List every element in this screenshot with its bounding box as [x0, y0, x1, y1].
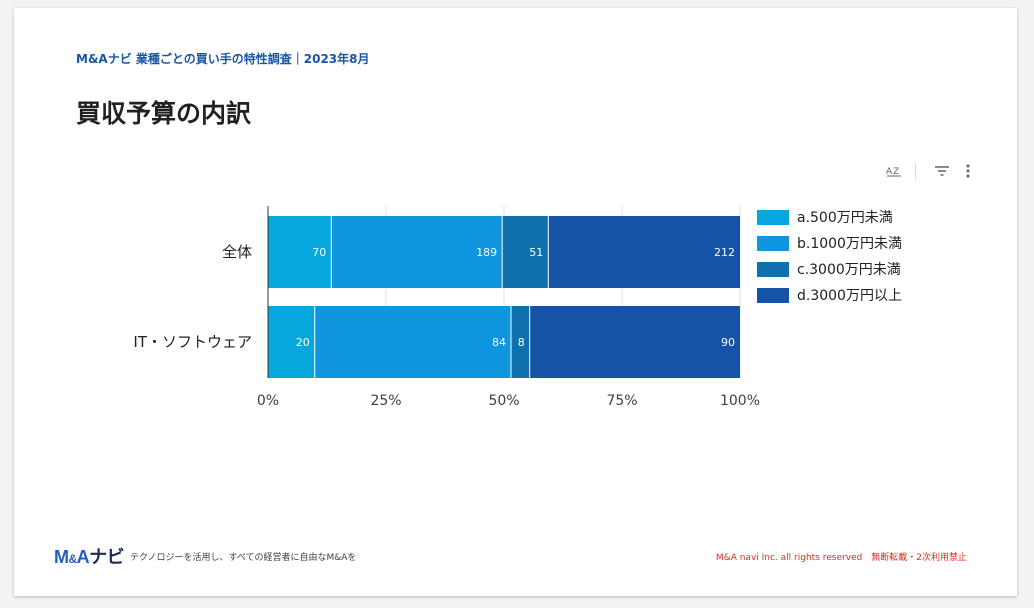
legend-item-a[interactable]: a.500万円未満: [757, 204, 902, 230]
logo-ampersand: &: [68, 552, 78, 566]
legend-swatch-b: [757, 235, 789, 251]
stacked-bar-chart: 0% 25% 50% 75% 100% 70 189 51 212 全体 20 84 8 90 IT・ソフト…: [133, 206, 760, 409]
x-tick-label: 50%: [488, 393, 519, 409]
report-subtitle: M&Aナビ 業種ごとの買い手の特性調査｜2023年8月: [76, 52, 370, 66]
report-card: M&Aナビ 業種ごとの買い手の特性調査｜2023年8月 買収予算の内訳 A Z …: [14, 8, 1017, 596]
chart-legend: a.500万円未満 b.1000万円未満 c.3000万円未満 d.3000万円…: [757, 204, 902, 308]
legend-swatch-a: [757, 209, 789, 225]
page-title: 買収予算の内訳: [76, 99, 252, 128]
legend-item-c[interactable]: c.3000万円未満: [757, 256, 902, 282]
svg-text:Z: Z: [893, 167, 899, 177]
legend-item-d[interactable]: d.3000万円以上: [757, 282, 902, 308]
brand-logo: M&Aナビ: [54, 543, 125, 569]
bar-data-label: 20: [296, 336, 310, 349]
legend-label-c: c.3000万円未満: [797, 262, 901, 278]
bar-data-label: 84: [492, 336, 506, 349]
bar-data-label: 51: [529, 246, 543, 259]
legend-label-b: b.1000万円未満: [797, 236, 902, 252]
x-tick-label: 25%: [370, 393, 401, 409]
bar-segment[interactable]: [502, 216, 549, 288]
more-vert-icon[interactable]: [958, 160, 978, 182]
legend-swatch-d: [757, 287, 789, 303]
x-tick-label: 100%: [720, 393, 760, 409]
bar-segment[interactable]: [511, 306, 530, 378]
svg-text:A: A: [886, 167, 893, 177]
legend-item-b[interactable]: b.1000万円未満: [757, 230, 902, 256]
footer-copyright: M&A navi Inc. all rights reserved 無断転載・2…: [715, 553, 967, 563]
category-label: 全体: [222, 243, 252, 261]
bar-segment[interactable]: [314, 306, 512, 378]
bar-data-label: 90: [721, 336, 735, 349]
bar-segment[interactable]: [331, 216, 503, 288]
bar-segment[interactable]: [529, 306, 740, 378]
toolbar-divider: [915, 162, 916, 180]
x-tick-label: 75%: [606, 393, 637, 409]
bar-data-label: 70: [312, 246, 326, 259]
bar-data-label: 212: [714, 246, 735, 259]
legend-swatch-c: [757, 261, 789, 277]
logo-letter-a: A: [76, 547, 90, 567]
bar-data-label: 8: [518, 336, 525, 349]
sort-az-icon[interactable]: A Z: [882, 160, 906, 182]
footer-tagline: テクノロジーを活用し、すべての経営者に自由なM&Aを: [130, 553, 357, 563]
bar-segment[interactable]: [548, 216, 740, 288]
bar-data-label: 189: [476, 246, 497, 259]
bar-segment[interactable]: [268, 306, 315, 378]
chart-toolbar: A Z: [876, 160, 986, 182]
bar-segment[interactable]: [268, 216, 332, 288]
logo-letter-m: M: [54, 547, 69, 567]
x-tick-label: 0%: [257, 393, 279, 409]
legend-label-a: a.500万円未満: [797, 210, 893, 226]
legend-label-d: d.3000万円以上: [797, 288, 902, 304]
filter-icon[interactable]: [930, 160, 954, 182]
logo-navi: ナビ: [89, 547, 125, 567]
category-label: IT・ソフトウェア: [133, 333, 252, 351]
